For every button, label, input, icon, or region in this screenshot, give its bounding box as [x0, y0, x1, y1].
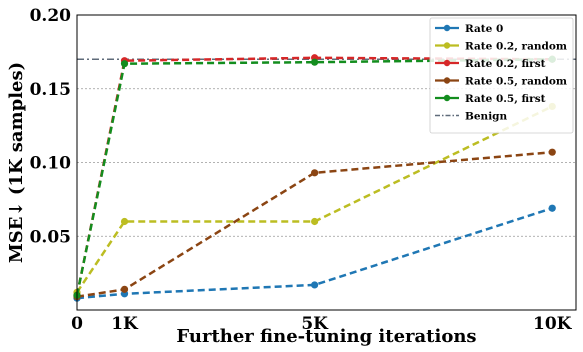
data-point — [311, 217, 319, 226]
x-axis-label: Further fine-tuning iterations — [176, 326, 476, 347]
grid — [77, 88, 576, 237]
data-point — [311, 281, 319, 289]
data-point — [120, 217, 129, 226]
series-line — [76, 150, 553, 298]
x-tick-label: 0 — [71, 314, 83, 334]
legend-item: Rate 0.2, random — [435, 40, 567, 52]
series-line — [76, 207, 553, 300]
series-line — [75, 56, 553, 296]
x-tick-label: 5K — [301, 314, 329, 334]
legend-label: Rate 0.5, first — [465, 93, 546, 105]
legend-box — [429, 17, 574, 134]
data-point — [120, 285, 129, 293]
legend: Rate 0 Rate 0.2, random Rate 0.2, first Rat… — [429, 17, 574, 134]
legend-marker — [443, 42, 451, 49]
x-tick-label: 1K — [111, 314, 139, 334]
data-point — [548, 204, 556, 212]
legend-label: Benign — [465, 110, 508, 122]
legend-item: Rate 0.2, first — [435, 58, 546, 70]
legend-marker — [443, 24, 451, 32]
data-point — [311, 169, 319, 177]
data-point — [548, 148, 556, 156]
y-axis-ticks: 0.05 0.10 0.15 0.20 — [30, 6, 72, 247]
x-axis-ticks: 0 1K 5K 10K — [71, 314, 573, 334]
legend-item: Rate 0.5, first — [435, 93, 546, 105]
series-line — [75, 105, 553, 293]
legend-label: Rate 0.2, random — [465, 40, 567, 52]
y-tick-label: 0.15 — [30, 80, 71, 100]
legend-label: Rate 0.2, first — [465, 58, 546, 70]
data-point — [120, 60, 129, 68]
legend-label: Rate 0 — [465, 23, 503, 35]
legend-marker — [443, 59, 451, 67]
legend-item: Rate 0 — [435, 23, 503, 35]
x-tick-label: 10K — [533, 314, 573, 334]
plot-frame — [76, 14, 577, 311]
legend-item: Rate 0.5, random — [435, 75, 567, 87]
y-tick-label: 0.10 — [30, 154, 72, 174]
data-point — [311, 58, 319, 66]
y-axis-label: MSE↓ (1K samples) — [6, 62, 27, 263]
y-tick-label: 0.05 — [30, 227, 71, 247]
legend-label: Rate 0.5, random — [465, 75, 567, 87]
legend-marker — [443, 77, 451, 84]
legend-marker — [443, 94, 451, 102]
legend-item: Benign — [435, 110, 508, 122]
y-tick-label: 0.20 — [30, 6, 72, 26]
